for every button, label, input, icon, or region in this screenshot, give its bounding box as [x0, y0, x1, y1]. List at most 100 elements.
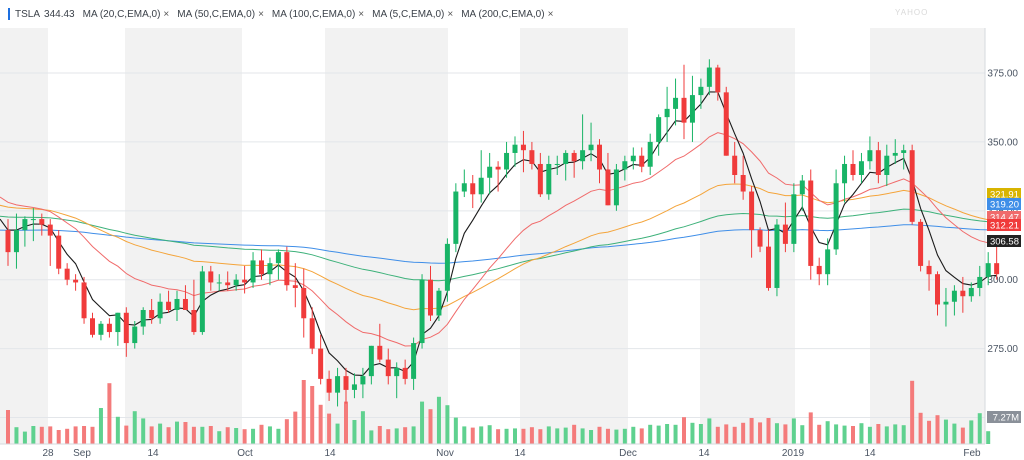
candle[interactable]: [850, 150, 856, 181]
candle[interactable]: [140, 307, 146, 335]
candle[interactable]: [191, 279, 197, 335]
candle[interactable]: [858, 152, 864, 184]
candle[interactable]: [529, 141, 535, 170]
candle[interactable]: [444, 238, 450, 302]
candle[interactable]: [588, 122, 594, 162]
candle[interactable]: [419, 274, 425, 349]
candle[interactable]: [56, 230, 62, 275]
candle[interactable]: [808, 169, 814, 280]
candle[interactable]: [520, 130, 526, 173]
candle[interactable]: [461, 169, 467, 198]
candle[interactable]: [98, 321, 104, 341]
candle[interactable]: [597, 139, 602, 184]
candle[interactable]: [436, 287, 442, 322]
remove-ma-200-icon[interactable]: ×: [547, 8, 554, 20]
candle[interactable]: [512, 136, 518, 167]
remove-ma-5-icon[interactable]: ×: [447, 8, 454, 20]
candle[interactable]: [875, 141, 881, 184]
candle[interactable]: [673, 78, 679, 126]
candle[interactable]: [968, 282, 974, 302]
legend-ma-100[interactable]: MA (100,C,EMA,0) ×: [272, 9, 364, 20]
candle[interactable]: [470, 174, 476, 209]
candle[interactable]: [774, 219, 780, 297]
candle[interactable]: [740, 155, 746, 200]
candle[interactable]: [335, 367, 341, 407]
candle[interactable]: [64, 263, 70, 286]
candle[interactable]: [106, 318, 112, 338]
candle[interactable]: [394, 362, 400, 399]
candle[interactable]: [571, 150, 577, 178]
candle[interactable]: [275, 249, 281, 280]
candle[interactable]: [453, 183, 459, 253]
candle[interactable]: [985, 252, 991, 286]
candle[interactable]: [630, 147, 636, 170]
candle[interactable]: [428, 265, 433, 322]
candle[interactable]: [22, 216, 28, 247]
candle[interactable]: [504, 141, 510, 178]
candle[interactable]: [259, 249, 264, 280]
candle[interactable]: [825, 238, 831, 286]
candle[interactable]: [208, 265, 214, 291]
candle[interactable]: [174, 290, 180, 322]
candle[interactable]: [639, 147, 645, 173]
candle[interactable]: [39, 213, 45, 236]
candle[interactable]: [656, 114, 662, 156]
legend-ma-5[interactable]: MA (5,C,EMA,0) ×: [372, 9, 453, 20]
candle[interactable]: [867, 136, 873, 170]
candle[interactable]: [918, 219, 924, 272]
candle[interactable]: [757, 227, 763, 253]
candle[interactable]: [90, 312, 95, 338]
candle[interactable]: [622, 155, 628, 181]
candle[interactable]: [698, 78, 704, 109]
candle[interactable]: [123, 307, 129, 357]
candle[interactable]: [909, 144, 915, 225]
candle[interactable]: [487, 152, 493, 195]
candle[interactable]: [13, 213, 19, 269]
candle[interactable]: [115, 312, 121, 346]
candle[interactable]: [816, 257, 822, 286]
candle[interactable]: [664, 86, 670, 142]
candle[interactable]: [681, 64, 687, 140]
candle[interactable]: [689, 75, 695, 142]
remove-ma-100-icon[interactable]: ×: [358, 8, 365, 20]
candle[interactable]: [977, 265, 983, 297]
candle[interactable]: [495, 161, 501, 192]
candle[interactable]: [537, 152, 543, 198]
remove-ma-20-icon[interactable]: ×: [163, 8, 170, 20]
candle[interactable]: [951, 285, 957, 316]
candle[interactable]: [149, 298, 155, 324]
remove-ma-50-icon[interactable]: ×: [258, 8, 264, 20]
candle[interactable]: [351, 373, 357, 399]
candle[interactable]: [157, 293, 163, 324]
candle[interactable]: [360, 367, 366, 399]
candle[interactable]: [326, 370, 332, 401]
legend-ma-200[interactable]: MA (200,C,EMA,0) ×: [461, 9, 553, 20]
legend-ma-50[interactable]: MA (50,C,EMA,0) ×: [177, 9, 264, 20]
candle[interactable]: [546, 155, 552, 200]
candle[interactable]: [242, 265, 248, 294]
candle[interactable]: [5, 219, 11, 266]
candle[interactable]: [580, 114, 586, 170]
candle[interactable]: [842, 155, 848, 203]
candle[interactable]: [926, 260, 932, 291]
candle[interactable]: [225, 271, 231, 291]
candle[interactable]: [132, 321, 138, 349]
candle[interactable]: [613, 163, 619, 211]
candle[interactable]: [723, 86, 729, 156]
candle[interactable]: [892, 139, 898, 164]
candle[interactable]: [284, 246, 290, 291]
legend-symbol[interactable]: TSLA 344.43: [8, 8, 75, 20]
candle[interactable]: [233, 274, 239, 291]
candle[interactable]: [732, 141, 738, 184]
candle[interactable]: [343, 367, 349, 404]
candle[interactable]: [301, 268, 307, 338]
candle[interactable]: [182, 285, 188, 311]
candle[interactable]: [267, 257, 273, 286]
candle[interactable]: [554, 155, 560, 175]
candle[interactable]: [901, 144, 907, 170]
candle[interactable]: [706, 59, 712, 96]
candle[interactable]: [368, 345, 374, 385]
candle[interactable]: [73, 274, 79, 291]
candle[interactable]: [943, 287, 949, 327]
candle[interactable]: [318, 334, 324, 385]
